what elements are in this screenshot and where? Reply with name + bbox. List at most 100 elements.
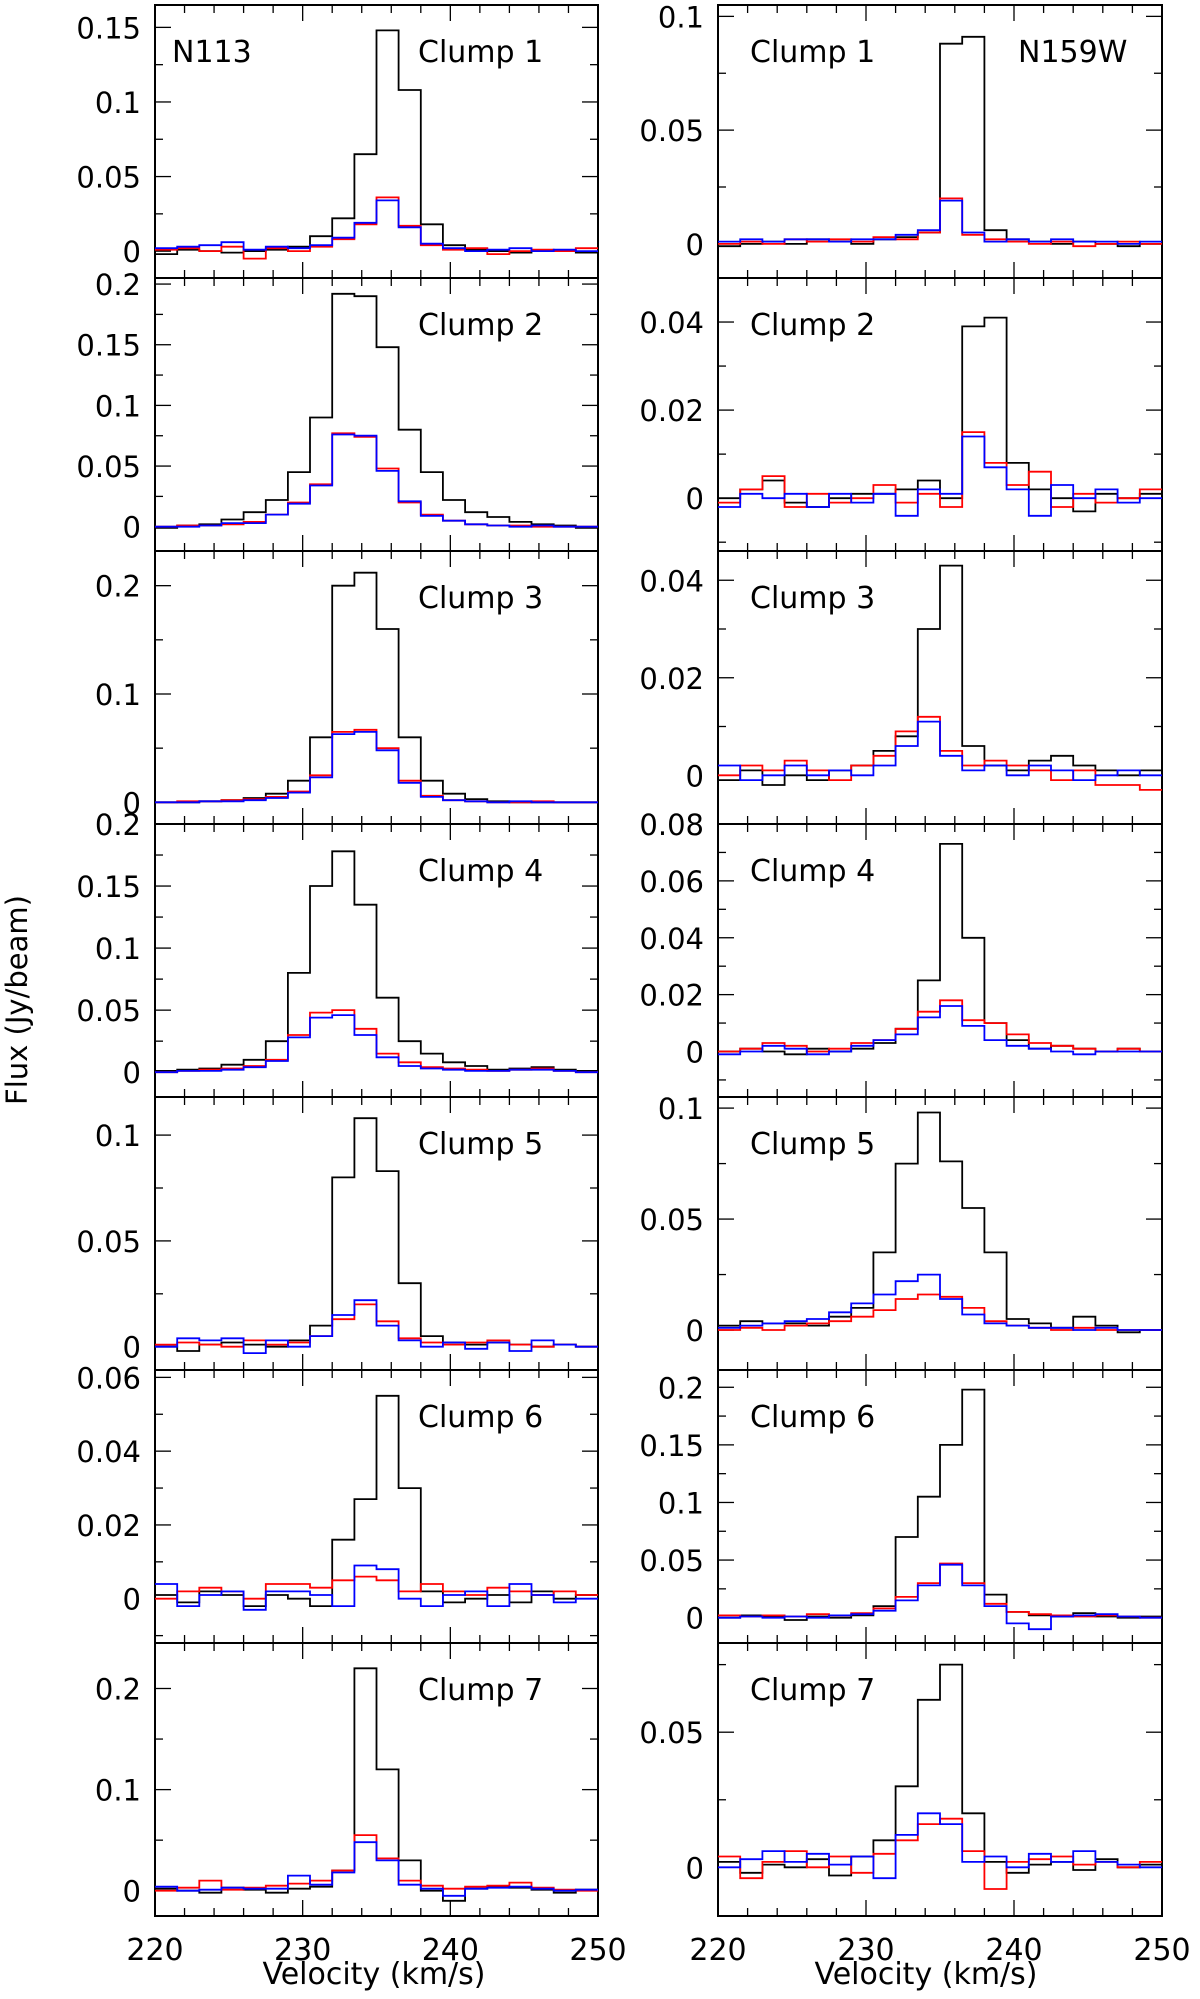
x-tick-label: 220 <box>689 1933 746 1968</box>
spectrum-blue <box>155 199 598 252</box>
y-tick-label: 0.15 <box>76 11 141 45</box>
panel-n159w-clump-1: 0 0.05 0.1 Clump 1 N159W <box>639 0 1163 279</box>
y-tick-label: 0.05 <box>76 161 141 195</box>
y-tick-label: 0.15 <box>76 329 141 363</box>
spectrum-black <box>718 1388 1162 1621</box>
panel-n113-clump-3: 0 0.1 0.2 Clump 3 <box>95 550 599 825</box>
y-tick-label: 0 <box>123 786 141 820</box>
y-tick-label: 0.04 <box>639 306 704 340</box>
y-tick-label: 0.02 <box>76 1509 141 1543</box>
y-tick-label: 0.1 <box>658 1092 704 1126</box>
spectrum-red <box>718 1293 1162 1331</box>
y-tick-label: 0.2 <box>95 808 141 842</box>
clump-label: Clump 2 <box>418 308 543 343</box>
y-tick-label: 0.15 <box>76 870 141 904</box>
spectrum-blue <box>718 1005 1162 1056</box>
panel-frame <box>717 1642 1163 1917</box>
panel-n159w-clump-5: 0 0.05 0.1 Clump 5 <box>639 1092 1163 1371</box>
x-tick-label: 220 <box>126 1933 183 1968</box>
clump-label: Clump 7 <box>750 1673 875 1708</box>
clump-label: Clump 3 <box>750 581 875 616</box>
y-tick-label: 0.04 <box>76 1435 141 1469</box>
y-tick-label: 0 <box>123 511 141 545</box>
clump-label: Clump 2 <box>750 308 875 343</box>
y-tick-label: 0.2 <box>95 268 141 302</box>
clump-label: Clump 6 <box>750 1400 875 1435</box>
panel-n159w-clump-7: 0 0.05 Clump 7 <box>639 1642 1163 1917</box>
y-tick-label: 0.1 <box>95 389 141 423</box>
y-tick-label: 0 <box>686 1602 704 1636</box>
y-tick-label: 0 <box>123 1583 141 1617</box>
x-tick-label: 240 <box>985 1933 1042 1968</box>
spectrum-blue <box>718 720 1162 781</box>
y-tick-label: 0.04 <box>639 564 704 598</box>
y-tick-label: 0.1 <box>658 0 704 34</box>
y-tick-label: 0.05 <box>639 1544 704 1578</box>
y-tick-label: 0 <box>686 482 704 516</box>
y-tick-label: 0.2 <box>95 570 141 604</box>
y-tick-label: 0.05 <box>639 1203 704 1237</box>
spectrum-red <box>718 431 1162 508</box>
panel-n159w-clump-3: 0 0.02 0.04 Clump 3 <box>639 550 1163 825</box>
clump-label: Clump 4 <box>418 854 543 889</box>
spectrum-blue <box>155 433 598 528</box>
panel-n113-clump-6: 0 0.02 0.04 0.06 Clump 6 <box>76 1361 599 1644</box>
y-tick-label: 0.2 <box>658 1371 704 1405</box>
y-tick-label: 0.15 <box>639 1429 704 1463</box>
y-tick-label: 0.1 <box>95 1774 141 1808</box>
clump-label: Clump 4 <box>750 854 875 889</box>
y-tick-label: 0.05 <box>639 114 704 148</box>
y-tick-label: 0 <box>686 759 704 793</box>
spectrum-black <box>155 292 598 529</box>
panel-frame <box>154 1642 599 1917</box>
spectrum-blue <box>718 1273 1162 1331</box>
x-tick-label: 250 <box>569 1933 626 1968</box>
y-tick-label: 0.1 <box>95 1119 141 1153</box>
clump-label: Clump 6 <box>418 1400 543 1435</box>
spectrum-blue <box>718 199 1162 245</box>
y-tick-label: 0.05 <box>76 1225 141 1259</box>
x-tick-label: 240 <box>422 1933 479 1968</box>
y-tick-label: 0.02 <box>639 394 704 428</box>
spectrum-blue <box>718 435 1162 517</box>
x-tick-label: 230 <box>837 1933 894 1968</box>
x-axis-label-left: Velocity (km/s) <box>263 1957 486 1992</box>
spectrum-blue <box>155 731 598 804</box>
spectrum-blue <box>155 1299 598 1354</box>
spectrum-blue <box>155 1564 598 1611</box>
spectrum-blue <box>155 1841 598 1897</box>
y-tick-label: 0.1 <box>95 86 141 120</box>
y-tick-label: 0.1 <box>95 932 141 966</box>
y-axis-label: Flux (Jy/beam) <box>0 895 34 1105</box>
clump-label: Clump 1 <box>418 35 543 70</box>
y-tick-label: 0.02 <box>639 662 704 696</box>
y-tick-label: 0 <box>686 228 704 262</box>
clump-label: Clump 5 <box>418 1127 543 1162</box>
y-tick-label: 0.02 <box>639 979 704 1013</box>
spectrum-black <box>155 1394 598 1607</box>
y-tick-label: 0.06 <box>639 865 704 899</box>
y-tick-label: 0.08 <box>639 808 704 842</box>
panel-n113-clump-7: 0 0.1 0.2 Clump 7 <box>95 1642 599 1917</box>
y-tick-label: 0.06 <box>76 1361 141 1395</box>
spectrum-blue <box>718 1563 1162 1631</box>
panel-n113-clump-5: 0 0.05 0.1 Clump 5 <box>76 1096 599 1371</box>
region-label: N159W <box>1018 35 1127 70</box>
y-tick-label: 0 <box>686 1036 704 1070</box>
y-tick-label: 0.05 <box>76 450 141 484</box>
y-tick-label: 0.1 <box>95 678 141 712</box>
clump-label: Clump 3 <box>418 581 543 616</box>
y-tick-label: 0.1 <box>658 1486 704 1520</box>
region-label: N113 <box>172 35 252 70</box>
spectrum-blue <box>155 1014 598 1074</box>
x-axis-label-right: Velocity (km/s) <box>815 1957 1038 1992</box>
y-tick-label: 0 <box>123 1331 141 1365</box>
spectrum-blue <box>718 1812 1162 1880</box>
panel-n159w-clump-4: 0 0.02 0.04 0.06 0.08 Clump 4 <box>639 808 1163 1098</box>
panel-n113-clump-1: 0 0.05 0.1 0.15 Clump 1 N113 <box>76 4 599 279</box>
spectrum-black <box>155 850 598 1072</box>
y-tick-label: 0 <box>123 1056 141 1090</box>
x-tick-label: 230 <box>274 1933 331 1968</box>
panels-layer: 0 0.05 0.1 0.15 Clump 1 N113 0 0.05 0.1 0.15 0.2 Cl… <box>76 0 1190 1968</box>
